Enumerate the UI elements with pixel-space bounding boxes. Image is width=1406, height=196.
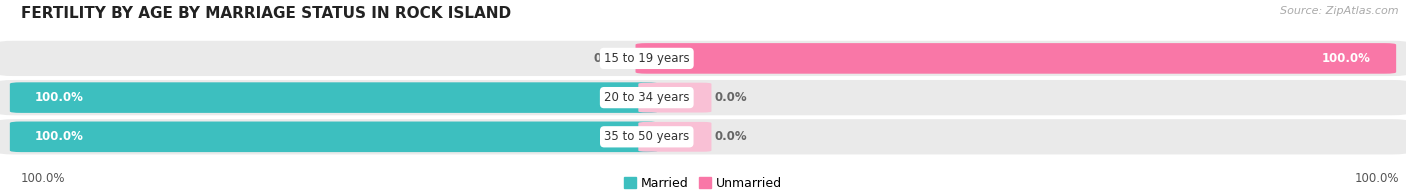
Text: 100.0%: 100.0%	[35, 91, 84, 104]
FancyBboxPatch shape	[0, 80, 1406, 115]
Text: 0.0%: 0.0%	[714, 91, 747, 104]
Text: 20 to 34 years: 20 to 34 years	[605, 91, 689, 104]
FancyBboxPatch shape	[10, 122, 658, 152]
FancyBboxPatch shape	[10, 82, 658, 113]
Text: 100.0%: 100.0%	[1354, 172, 1399, 185]
FancyBboxPatch shape	[638, 83, 711, 113]
Text: 0.0%: 0.0%	[714, 130, 747, 143]
Text: 100.0%: 100.0%	[1322, 52, 1371, 65]
FancyBboxPatch shape	[0, 119, 1406, 154]
Legend: Married, Unmarried: Married, Unmarried	[624, 177, 782, 190]
Text: Source: ZipAtlas.com: Source: ZipAtlas.com	[1281, 6, 1399, 16]
Text: 0.0%: 0.0%	[593, 52, 626, 65]
FancyBboxPatch shape	[636, 43, 1396, 74]
Text: 15 to 19 years: 15 to 19 years	[605, 52, 689, 65]
FancyBboxPatch shape	[0, 41, 1406, 76]
Text: 100.0%: 100.0%	[35, 130, 84, 143]
FancyBboxPatch shape	[638, 122, 711, 152]
Text: 100.0%: 100.0%	[21, 172, 66, 185]
Text: FERTILITY BY AGE BY MARRIAGE STATUS IN ROCK ISLAND: FERTILITY BY AGE BY MARRIAGE STATUS IN R…	[21, 6, 512, 21]
Text: 35 to 50 years: 35 to 50 years	[605, 130, 689, 143]
